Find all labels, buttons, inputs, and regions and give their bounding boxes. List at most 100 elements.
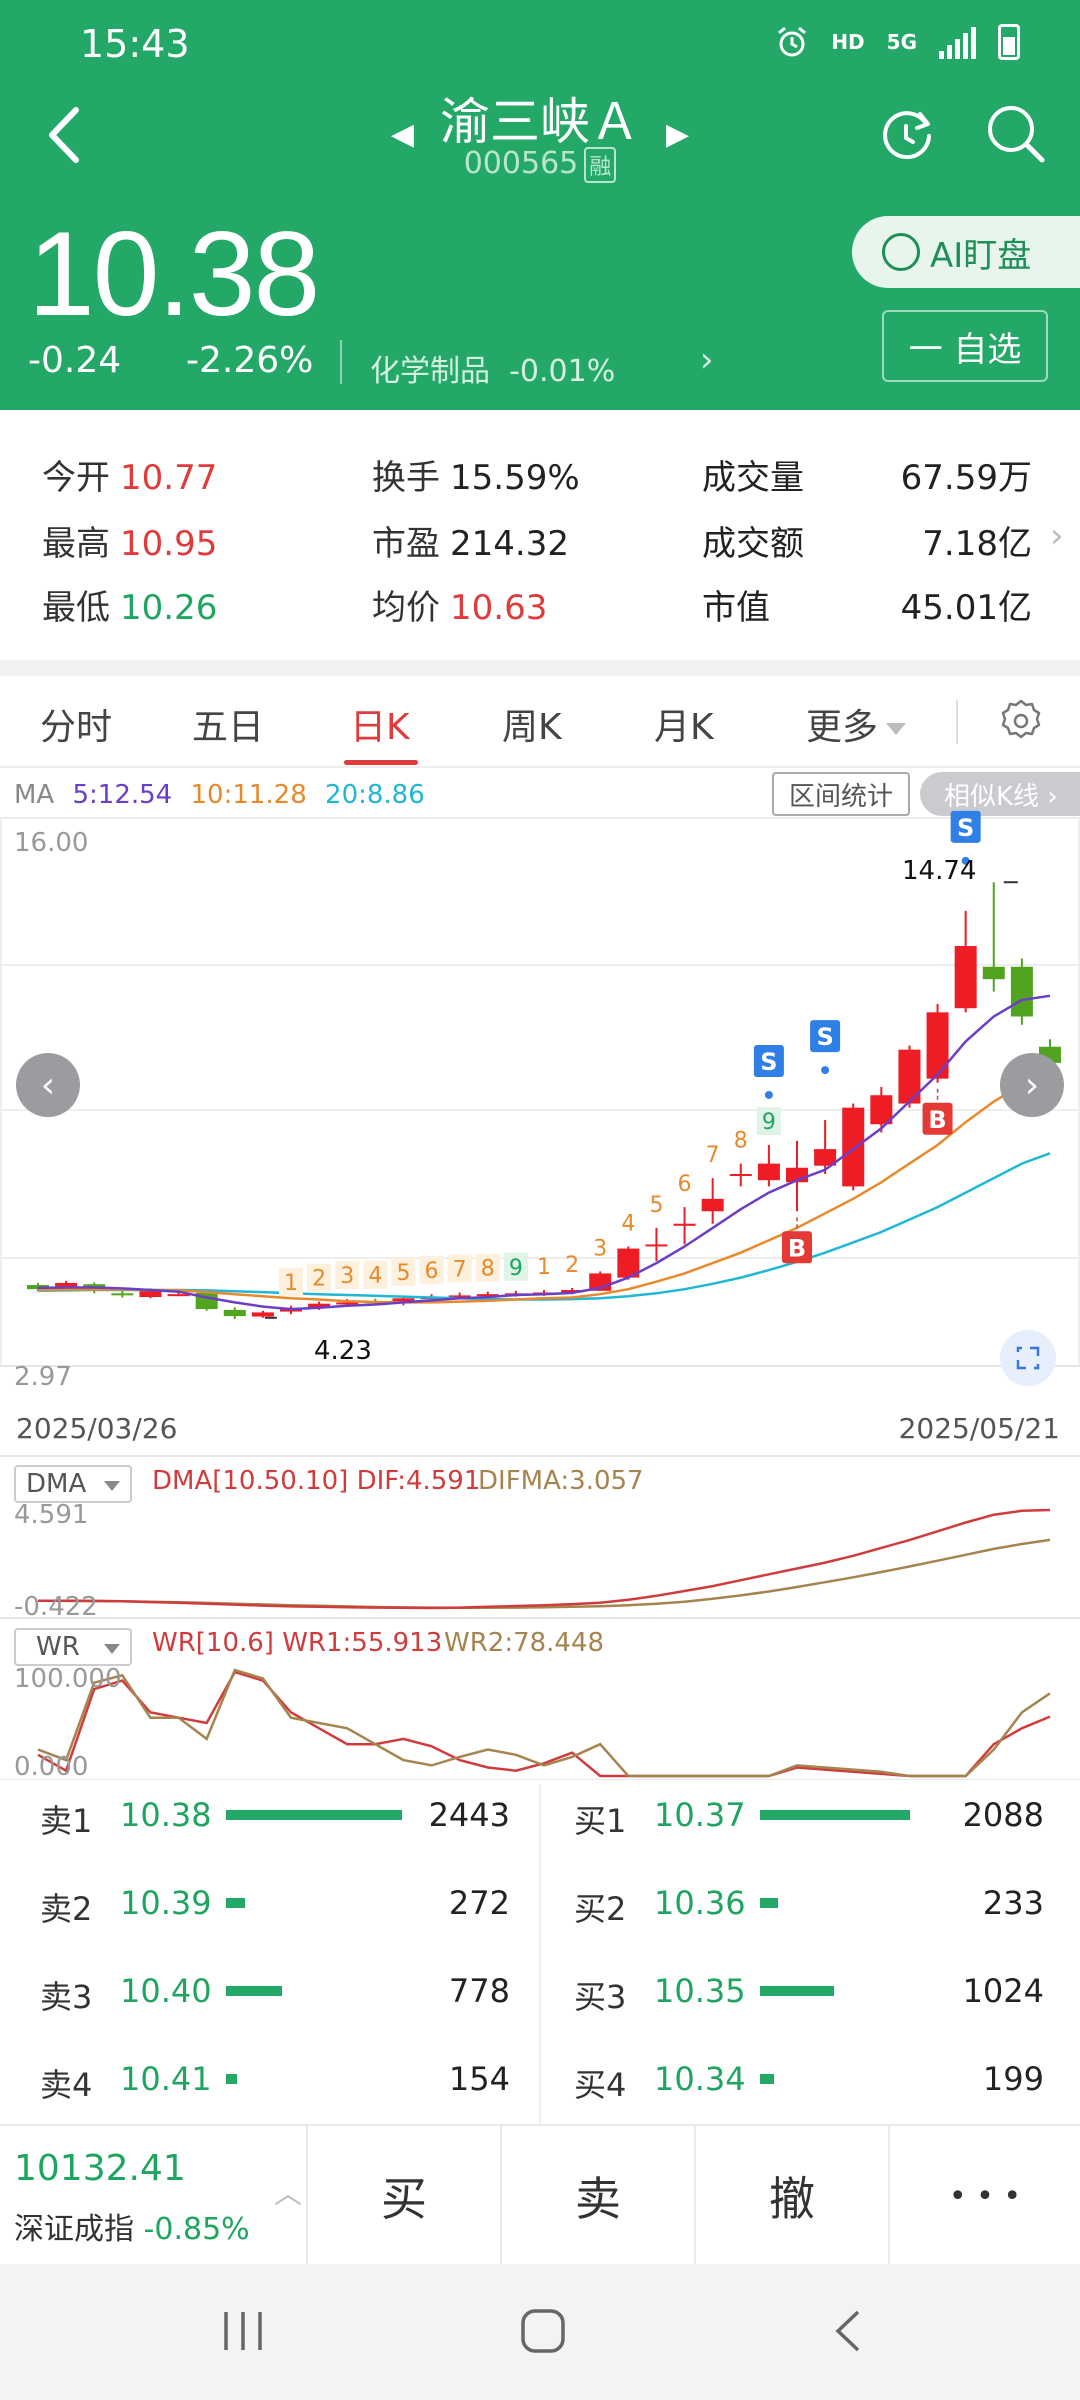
margin-tag: 融 xyxy=(584,146,617,183)
buy-signal-marker xyxy=(922,1102,953,1135)
wr-select-label: WR xyxy=(36,1632,80,1662)
candle xyxy=(842,1107,865,1187)
add-watchlist-button[interactable]: 一 自选 xyxy=(882,310,1048,382)
stats-chevron-icon[interactable]: › xyxy=(1050,516,1064,556)
stock-code-line: 000565 融 xyxy=(0,146,1080,183)
sell-order-row[interactable]: 卖4 10.41 154 xyxy=(40,2060,510,2104)
seq-badge xyxy=(503,1252,528,1281)
low-price-mark: 4.23 xyxy=(314,1336,372,1366)
buy-order-row[interactable]: 买4 10.34 199 xyxy=(574,2060,1044,2104)
active-tab-indicator xyxy=(344,760,418,765)
buy-order-volume: 233 xyxy=(982,1884,1044,1922)
search-icon[interactable] xyxy=(984,102,1046,164)
sell-order-row[interactable]: 卖3 10.40 778 xyxy=(40,1972,510,2016)
seq-badge xyxy=(756,1106,781,1135)
battery-icon xyxy=(998,24,1020,60)
nav-back-icon[interactable] xyxy=(826,2308,872,2354)
chart-prev-icon[interactable]: ‹ xyxy=(16,1053,80,1117)
dma-indicator-select[interactable]: DMA xyxy=(14,1465,132,1503)
buy-order-row[interactable]: 买1 10.37 2088 xyxy=(574,1796,1044,1840)
tab-weekly-k[interactable]: 周K xyxy=(502,707,562,748)
wr-indicator-select[interactable]: WR xyxy=(14,1628,132,1666)
chart-next-icon[interactable]: › xyxy=(1000,1053,1064,1117)
stock-title: ◀ 渝三峡Ａ ▶ xyxy=(0,82,1080,154)
tab-daily-k[interactable]: 日K xyxy=(350,707,410,748)
wr-axis-bottom: 0.000 xyxy=(14,1752,89,1782)
dma-select-label: DMA xyxy=(26,1469,87,1499)
stat-high: 最高 10.95 xyxy=(42,524,218,564)
ai-watch-button[interactable]: AI盯盘 xyxy=(852,216,1080,288)
sell-signal-letter: S xyxy=(760,1048,777,1076)
refresh-icon[interactable] xyxy=(876,102,938,164)
home-icon[interactable] xyxy=(520,2308,566,2354)
tab-more[interactable]: 更多 xyxy=(806,698,907,750)
candle xyxy=(898,1049,921,1104)
sell-order-label: 卖1 xyxy=(40,1802,93,1840)
buy-order-volume-bar xyxy=(760,1810,910,1820)
buy-button[interactable]: 买 xyxy=(306,2126,500,2266)
tab-intraday[interactable]: 分时 xyxy=(40,707,113,748)
signal-icon xyxy=(939,25,976,59)
buy-signal-marker xyxy=(782,1231,812,1264)
recent-apps-icon[interactable] xyxy=(220,2308,266,2354)
sell-button[interactable]: 卖 xyxy=(500,2126,694,2266)
seq-number: 6 xyxy=(425,1259,439,1284)
sell-order-label: 卖2 xyxy=(40,1890,93,1928)
status-icons: HD 5G xyxy=(775,24,1020,60)
sell-order-price: 10.39 xyxy=(120,1884,212,1922)
buy-order-row[interactable]: 买3 10.35 1024 xyxy=(574,1972,1044,2016)
order-book: 卖1 10.38 2443 卖2 10.39 272 卖3 10.40 778 卖4 10.41 15… xyxy=(0,1784,1080,2124)
cancel-order-button[interactable]: 撤 xyxy=(694,2126,888,2266)
candle xyxy=(982,966,1005,980)
interval-stats-button[interactable]: 区间统计 xyxy=(772,772,910,816)
wr-axis-top: 100.000 xyxy=(14,1664,122,1694)
stock-header: 15:43 HD 5G ◀ 渝三峡Ａ ▶ 000565 融 10.38 -0.24 -… xyxy=(0,0,1080,410)
candle xyxy=(55,1282,78,1288)
buy-order-row[interactable]: 买2 10.36 233 xyxy=(574,1884,1044,1928)
tab-five-day[interactable]: 五日 xyxy=(192,707,265,748)
candle xyxy=(729,1173,752,1176)
index-ticker[interactable]: 10132.41 深证成指 -0.85% ︿ xyxy=(0,2126,306,2266)
difma-line xyxy=(37,1538,1051,1610)
candle xyxy=(336,1302,359,1305)
more-button[interactable]: • • • xyxy=(888,2126,1080,2266)
sell-order-row[interactable]: 卖2 10.39 272 xyxy=(40,1884,510,1928)
seq-number: 4 xyxy=(368,1264,382,1289)
price-axis-top: 16.00 xyxy=(14,828,89,858)
next-stock-icon[interactable]: ▶ xyxy=(666,117,690,152)
ma20-value: 20:8.86 xyxy=(325,780,425,810)
sell-order-volume: 154 xyxy=(448,2060,510,2098)
gear-icon[interactable] xyxy=(998,698,1044,744)
ma10-value: 10:11.28 xyxy=(190,780,307,810)
buy-order-label: 买1 xyxy=(574,1802,627,1840)
sell-order-volume-bar xyxy=(226,1986,282,1996)
chevron-down-icon xyxy=(104,1644,120,1654)
industry-link[interactable]: 化学制品 -0.01% xyxy=(370,346,615,390)
back-arrow-icon[interactable] xyxy=(40,100,90,170)
hd-indicator: HD xyxy=(831,30,865,54)
sell-order-row[interactable]: 卖1 10.38 2443 xyxy=(40,1796,510,1840)
order-book-divider xyxy=(539,1784,541,2124)
similar-kline-button[interactable]: 相似K线 › xyxy=(920,772,1080,816)
seq-number: 7 xyxy=(706,1143,720,1168)
seq-badge xyxy=(363,1260,388,1289)
alarm-icon xyxy=(778,26,807,57)
sell-signal-marker xyxy=(753,1044,784,1077)
buy-order-volume-bar xyxy=(760,1986,834,1996)
stat-open: 今开 10.77 xyxy=(42,458,218,498)
industry-pct: -0.01% xyxy=(509,354,616,389)
fullscreen-icon[interactable] xyxy=(1000,1330,1056,1386)
buy-order-price: 10.36 xyxy=(654,1884,746,1922)
wr2-line xyxy=(37,1668,1051,1778)
seq-number: 2 xyxy=(312,1267,326,1292)
price-change: -0.24 xyxy=(28,340,122,381)
prev-stock-icon[interactable]: ◀ xyxy=(390,117,414,152)
buy-order-volume: 199 xyxy=(982,2060,1044,2098)
industry-chevron-icon[interactable]: › xyxy=(700,340,714,380)
buy-signal-letter: B xyxy=(928,1106,946,1134)
candle xyxy=(617,1248,640,1278)
sell-signal-marker xyxy=(950,810,981,843)
seq-badge xyxy=(447,1254,472,1283)
tab-monthly-k[interactable]: 月K xyxy=(654,707,714,748)
